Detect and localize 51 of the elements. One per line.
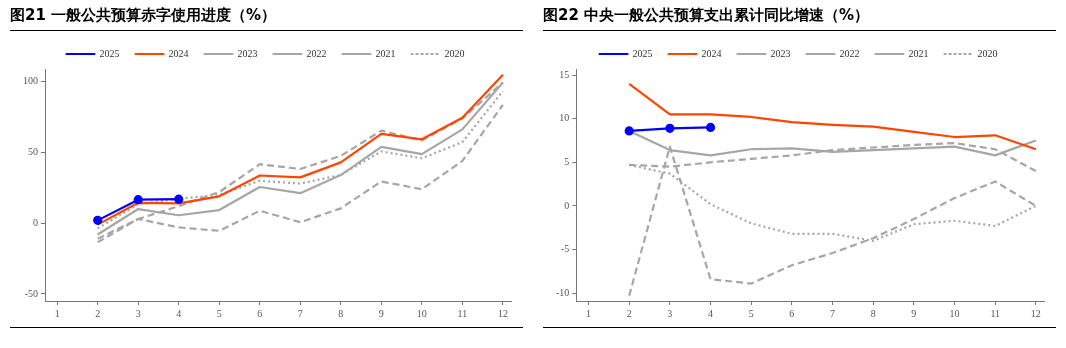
x-tick-label: 4 <box>176 307 182 319</box>
legend-label: 2021 <box>375 47 396 59</box>
x-tick-label: 2 <box>626 307 632 319</box>
point <box>133 195 143 205</box>
legend-label: 2023 <box>770 47 791 59</box>
x-tick-label: 3 <box>135 307 141 319</box>
y-tick-label: 50 <box>28 146 38 158</box>
legend-label: 2020 <box>977 47 998 59</box>
y-tick-label: 0 <box>564 199 570 211</box>
y-tick-label: 5 <box>564 155 570 167</box>
x-tick-label: 2 <box>95 307 101 319</box>
y-tick-label: 10 <box>559 112 570 124</box>
chart-title: 图21 一般公共预算赤字使用进度（%） <box>10 0 523 31</box>
legend-label: 2021 <box>908 47 929 59</box>
x-tick-label: 10 <box>949 307 960 319</box>
y-tick-label: -50 <box>24 287 38 299</box>
legend-label: 2025 <box>632 47 653 59</box>
y-tick-label: 100 <box>23 75 38 87</box>
y-tick-label: 15 <box>559 68 570 80</box>
legend-label: 2020 <box>444 47 465 59</box>
point <box>174 194 184 204</box>
x-tick-label: 8 <box>338 307 344 319</box>
x-tick-label: 1 <box>586 307 592 319</box>
x-tick-label: 1 <box>54 307 60 319</box>
point <box>93 215 103 225</box>
legend-label: 2022 <box>839 47 860 59</box>
legend-label: 2024 <box>701 47 722 59</box>
x-tick-label: 11 <box>457 307 468 319</box>
x-tick-label: 7 <box>297 307 303 319</box>
x-tick-label: 8 <box>870 307 876 319</box>
y-tick-label: 0 <box>33 216 38 228</box>
legend-label: 2024 <box>168 47 189 59</box>
legend-label: 2025 <box>99 47 120 59</box>
x-tick-label: 3 <box>667 307 673 319</box>
legend-label: 2023 <box>237 47 258 59</box>
y-tick-label: -5 <box>560 243 570 255</box>
x-tick-label: 12 <box>497 307 508 319</box>
x-tick-label: 12 <box>1030 307 1041 319</box>
x-tick-label: 9 <box>378 307 384 319</box>
x-tick-label: 9 <box>911 307 917 319</box>
x-tick-label: 11 <box>990 307 1001 319</box>
x-tick-label: 6 <box>257 307 263 319</box>
x-tick-label: 7 <box>830 307 836 319</box>
chart-title: 图22 中央一般公共预算支出累计同比增速（%） <box>543 0 1056 31</box>
legend-label: 2022 <box>306 47 327 59</box>
y-tick-label: -10 <box>555 286 570 298</box>
x-tick-label: 5 <box>748 307 754 319</box>
x-tick-label: 4 <box>708 307 714 319</box>
x-tick-label: 5 <box>216 307 222 319</box>
x-tick-label: 6 <box>789 307 795 319</box>
x-tick-label: 10 <box>416 307 427 319</box>
